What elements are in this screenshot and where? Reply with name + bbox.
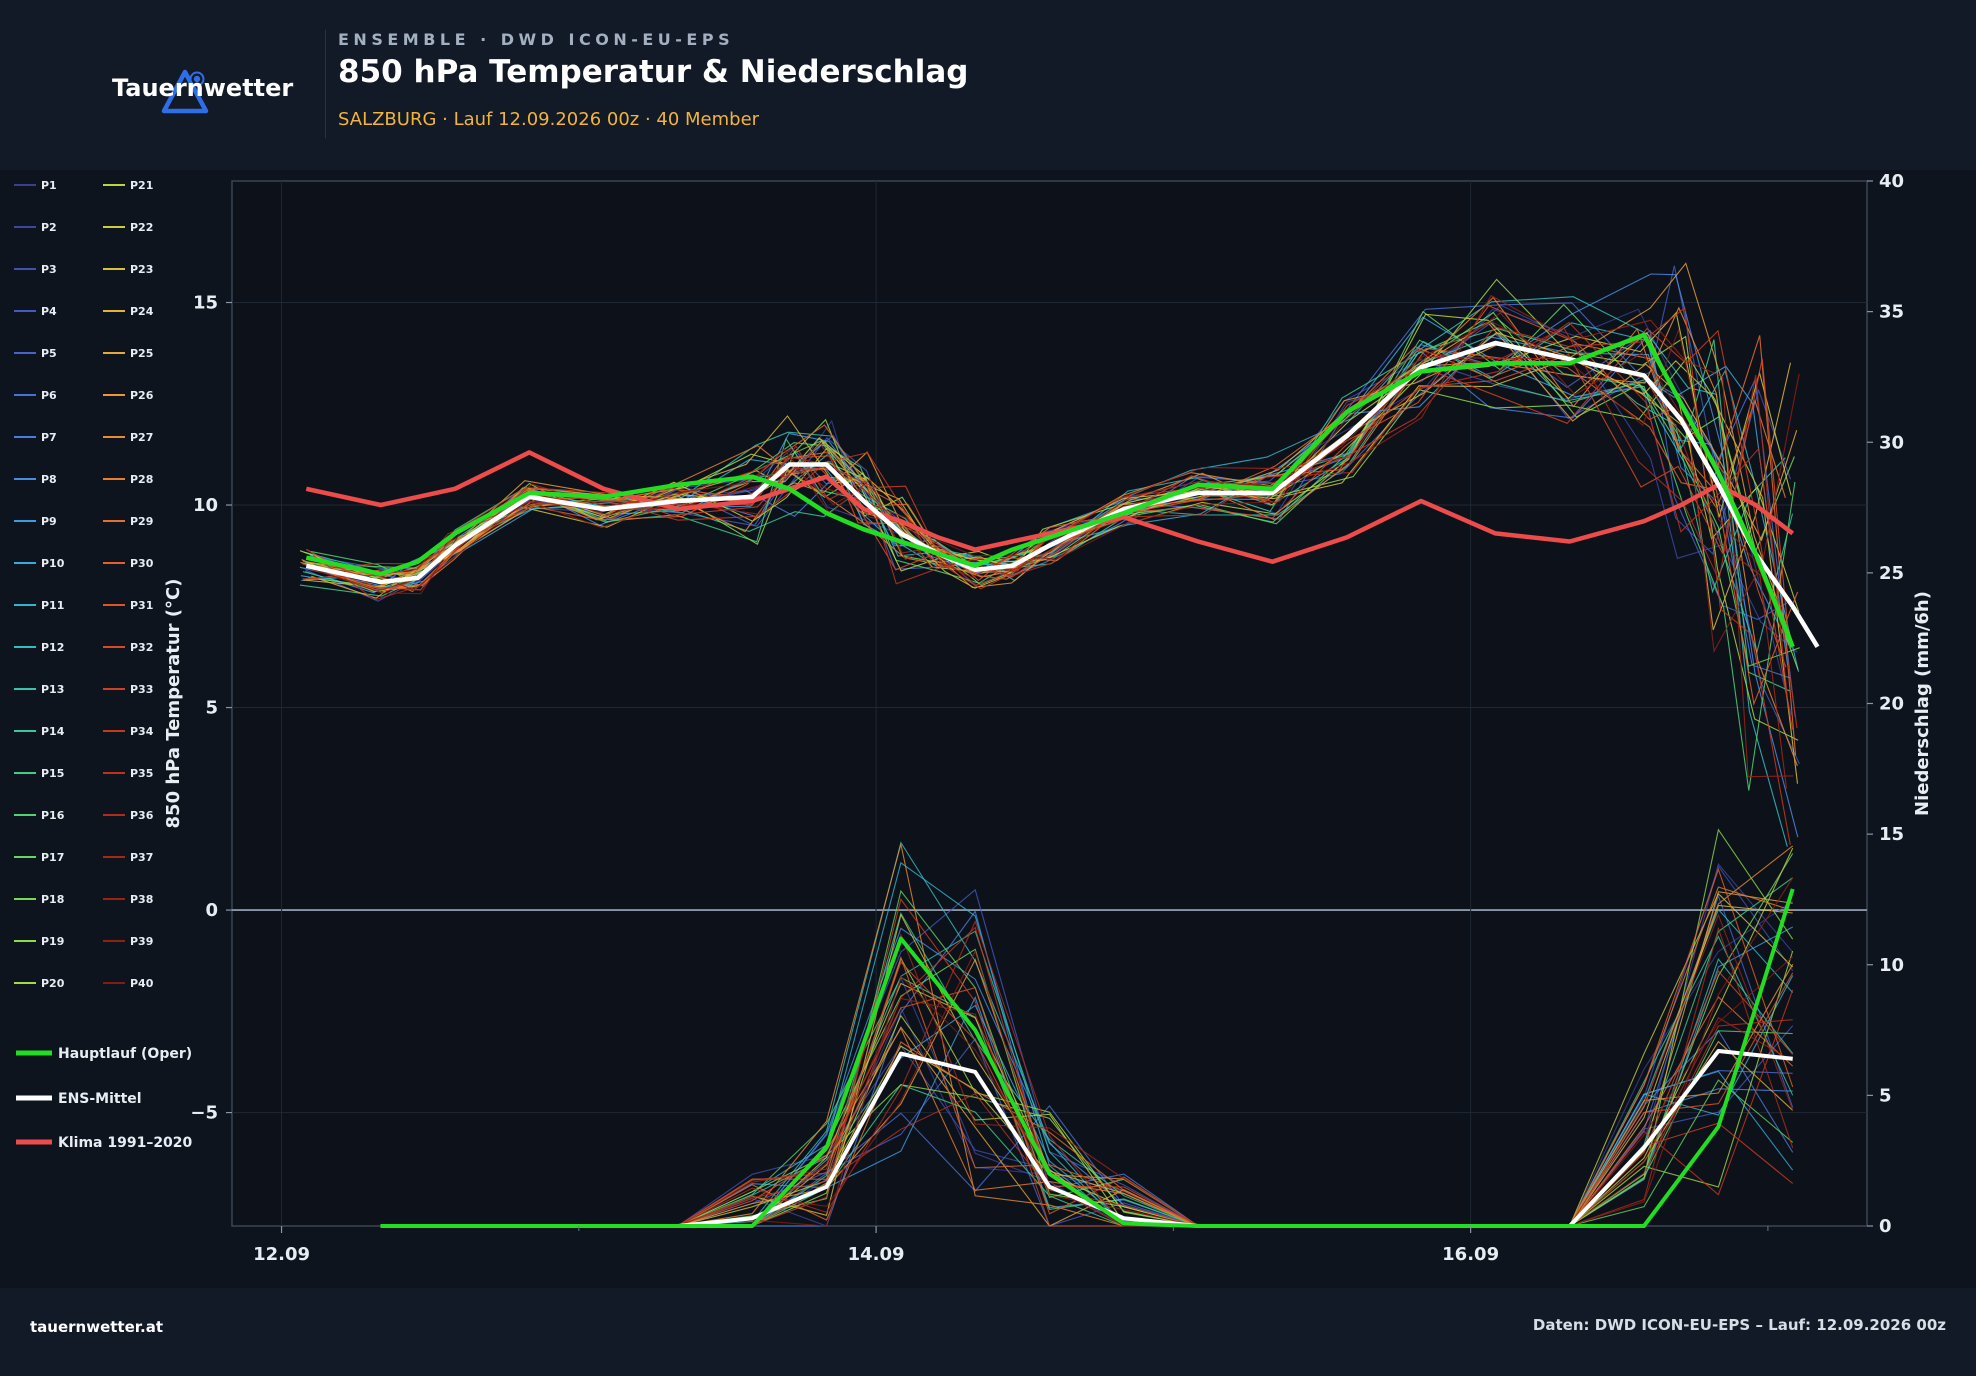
legend-label-member: P25 xyxy=(130,347,153,360)
legend-label-member: P30 xyxy=(130,557,154,570)
y-right-tick-label: 20 xyxy=(1879,694,1904,715)
legend-label-member: P2 xyxy=(41,221,57,234)
main-series xyxy=(305,332,1820,1228)
y-right-tick-label: 30 xyxy=(1879,432,1904,453)
footer-bar: tauernwetter.at Daten: DWD ICON-EU-EPS –… xyxy=(0,1288,1976,1376)
legend-label-member: P1 xyxy=(41,179,57,192)
legend-label-member: P10 xyxy=(41,557,65,570)
x-tick-label: 16.09 xyxy=(1442,1244,1499,1265)
member-temp-line xyxy=(307,347,1799,706)
y-right-tick-label: 35 xyxy=(1879,302,1904,323)
legend-label-member: P33 xyxy=(130,683,153,696)
member-precip-line xyxy=(380,933,1793,1227)
ensemble-mean-temp-line xyxy=(305,340,1820,648)
ensemble-mean-precip-line xyxy=(380,1049,1793,1228)
y-right-tick-label: 10 xyxy=(1879,955,1904,976)
y-left-tick-label: −5 xyxy=(190,1103,218,1124)
member-precip-line xyxy=(380,828,1794,1227)
oper-temp-line xyxy=(305,332,1795,648)
legend-label-member: P17 xyxy=(41,851,64,864)
member-precip-line xyxy=(380,996,1794,1227)
oper-precip-line xyxy=(380,888,1795,1228)
footer-data-source: Daten: DWD ICON-EU-EPS – Lauf: 12.09.202… xyxy=(1532,1316,1946,1334)
y-right-tick-label: 25 xyxy=(1879,563,1904,584)
legend-label-member: P20 xyxy=(41,977,65,990)
ensemble-chart: −5 0 5 10 15 12.09 14.09 16.09 0 5 10 15 20 25 30 35 40 8… xyxy=(14,171,1933,1265)
member-precip-line xyxy=(380,926,1793,1227)
member-precip-line xyxy=(380,972,1794,1227)
brand-name: Tauernwetter xyxy=(112,74,294,102)
legend-label-member: P39 xyxy=(130,935,153,948)
plot-area xyxy=(231,180,1868,1227)
legend-label-member: P4 xyxy=(41,305,57,318)
legend-label-member: P32 xyxy=(130,641,153,654)
legend-label-member: P9 xyxy=(41,515,57,528)
y-right-tick-label: 5 xyxy=(1879,1085,1892,1106)
legend-label-member: P34 xyxy=(130,725,154,738)
member-precip-line xyxy=(380,841,1794,1227)
member-precip-line xyxy=(380,844,1794,1227)
header-bar: Tauernwetter ENSEMBLE · DWD ICON-EU-EPS … xyxy=(0,0,1976,170)
legend-label-member: P36 xyxy=(130,809,154,822)
chart-title: 850 hPa Temperatur & Niederschlag xyxy=(338,54,969,90)
legend-label-member: P12 xyxy=(41,641,64,654)
legend-label-member: P6 xyxy=(41,389,57,402)
mountain-triangle-icon xyxy=(161,69,209,114)
y-right-axis-label: Niederschlag (mm/6h) xyxy=(1912,591,1933,816)
y-left-tick-label: 5 xyxy=(205,698,218,719)
member-precip-line xyxy=(380,1019,1793,1227)
member-precip-line xyxy=(380,889,1794,1227)
header-divider xyxy=(325,30,326,138)
legend-label-member: P22 xyxy=(130,221,153,234)
member-precip-line xyxy=(380,920,1794,1227)
legend-label-member: P13 xyxy=(41,683,64,696)
legend-label-member: P3 xyxy=(41,263,57,276)
legend-label-member: P16 xyxy=(41,809,65,822)
climatology-line xyxy=(305,450,1795,564)
y-left-axis-label: 850 hPa Temperatur (°C) xyxy=(163,579,184,829)
chart-subtitle: SALZBURG · Lauf 12.09.2026 00z · 40 Memb… xyxy=(338,109,760,130)
legend-label-member: P7 xyxy=(41,431,57,444)
y-left-tick-label: 10 xyxy=(193,495,218,516)
y-left-tick-label: 0 xyxy=(205,900,218,921)
grid-lines xyxy=(231,180,1868,1227)
legend-label-member: P31 xyxy=(130,599,153,612)
legend-label-member: P35 xyxy=(130,767,153,780)
legend-label-member: P21 xyxy=(130,179,153,192)
y-right-tick-label: 15 xyxy=(1879,824,1904,845)
legend-label-member: P26 xyxy=(130,389,154,402)
legend-label-member: P11 xyxy=(41,599,64,612)
legend-label-member: P29 xyxy=(130,515,153,528)
legend-label-oper: Hauptlauf (Oper) xyxy=(58,1046,192,1062)
footer-site-link[interactable]: tauernwetter.at xyxy=(30,1318,164,1336)
legend-label-member: P18 xyxy=(41,893,64,906)
legend-label-member: P19 xyxy=(41,935,64,948)
legend-label-member: P37 xyxy=(130,851,153,864)
member-temp-line xyxy=(311,335,1797,756)
x-tick-label: 12.09 xyxy=(253,1244,310,1265)
legend-label-member: P15 xyxy=(41,767,64,780)
legend-label-member: P38 xyxy=(130,893,153,906)
chart-kicker: ENSEMBLE · DWD ICON-EU-EPS xyxy=(338,30,735,49)
legend-label-clim: Klima 1991–2020 xyxy=(58,1135,193,1151)
member-precip-line xyxy=(380,867,1794,1227)
member-temp-line xyxy=(309,294,1794,778)
legend-label-member: P5 xyxy=(41,347,57,360)
legend: P1 P2 P3 P4 P5 P6 P7 P8 P9 P10 P11 P12 P13 P14 P15 P16 P… xyxy=(14,179,193,1151)
legend-label-member: P28 xyxy=(130,473,153,486)
legend-label-member: P40 xyxy=(130,977,154,990)
member-temp-line xyxy=(303,262,1793,641)
legend-label-member: P24 xyxy=(130,305,154,318)
legend-label-member: P27 xyxy=(130,431,153,444)
x-tick-label: 14.09 xyxy=(848,1244,905,1265)
y-right-tick-label: 40 xyxy=(1879,171,1904,192)
legend-label-member: P23 xyxy=(130,263,153,276)
axes: −5 0 5 10 15 12.09 14.09 16.09 0 5 10 15 20 25 30 35 40 8… xyxy=(163,171,1933,1265)
y-right-tick-label: 0 xyxy=(1879,1216,1892,1237)
legend-label-member: P8 xyxy=(41,473,57,486)
legend-label-mean: ENS-Mittel xyxy=(58,1091,142,1107)
y-left-tick-label: 15 xyxy=(193,293,218,314)
legend-label-member: P14 xyxy=(41,725,65,738)
